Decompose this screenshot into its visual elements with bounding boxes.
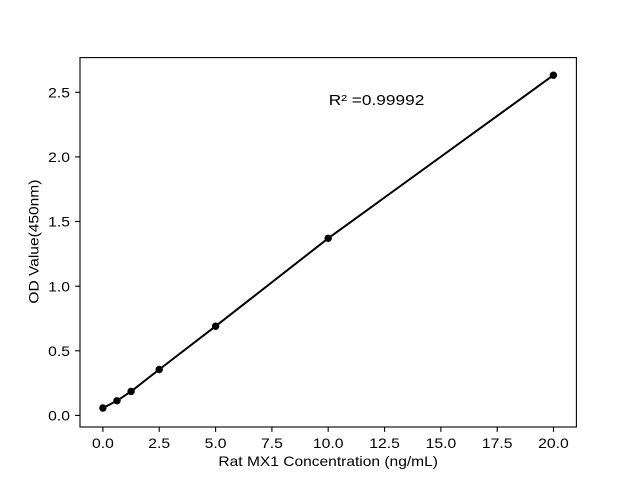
svg-text:15.0: 15.0	[426, 435, 457, 451]
svg-text:12.5: 12.5	[369, 435, 400, 451]
svg-text:20.0: 20.0	[538, 435, 569, 451]
svg-text:2.0: 2.0	[48, 149, 70, 165]
svg-text:17.5: 17.5	[482, 435, 513, 451]
svg-text:0.5: 0.5	[48, 343, 70, 359]
svg-text:10.0: 10.0	[313, 435, 344, 451]
svg-text:0.0: 0.0	[92, 435, 114, 451]
svg-text:7.5: 7.5	[261, 435, 283, 451]
svg-text:R² =0.99992: R² =0.99992	[329, 93, 425, 109]
svg-text:OD Value(450nm): OD Value(450nm)	[26, 180, 42, 304]
svg-text:5.0: 5.0	[205, 435, 227, 451]
svg-text:1.0: 1.0	[48, 278, 70, 294]
svg-text:Rat MX1 Concentration (ng/mL): Rat MX1 Concentration (ng/mL)	[218, 453, 438, 469]
svg-text:2.5: 2.5	[48, 85, 70, 101]
svg-text:1.5: 1.5	[48, 214, 70, 230]
svg-text:0.0: 0.0	[48, 408, 70, 424]
svg-text:2.5: 2.5	[148, 435, 170, 451]
